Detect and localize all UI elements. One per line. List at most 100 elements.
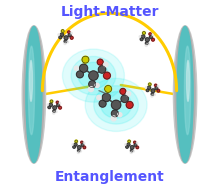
Circle shape xyxy=(95,83,99,88)
Circle shape xyxy=(130,152,132,153)
Circle shape xyxy=(151,95,153,97)
Circle shape xyxy=(111,110,118,117)
Circle shape xyxy=(68,34,71,37)
Circle shape xyxy=(143,32,145,34)
Circle shape xyxy=(79,64,88,72)
Circle shape xyxy=(157,85,159,87)
Ellipse shape xyxy=(26,26,42,163)
Ellipse shape xyxy=(78,62,109,89)
Circle shape xyxy=(89,81,96,88)
Circle shape xyxy=(81,141,83,143)
Circle shape xyxy=(70,36,73,39)
Circle shape xyxy=(73,146,75,148)
Circle shape xyxy=(59,102,60,104)
Circle shape xyxy=(70,32,72,34)
Circle shape xyxy=(127,143,130,146)
Circle shape xyxy=(118,113,122,117)
Ellipse shape xyxy=(187,60,189,101)
Circle shape xyxy=(56,101,58,104)
Circle shape xyxy=(64,40,67,43)
Ellipse shape xyxy=(184,46,191,135)
Circle shape xyxy=(48,106,51,109)
Circle shape xyxy=(139,36,141,37)
Ellipse shape xyxy=(177,26,193,163)
Circle shape xyxy=(64,43,66,44)
Circle shape xyxy=(50,100,53,103)
Circle shape xyxy=(80,150,81,152)
Circle shape xyxy=(125,144,126,145)
Ellipse shape xyxy=(94,86,138,124)
Circle shape xyxy=(130,146,134,149)
Circle shape xyxy=(83,142,85,144)
Circle shape xyxy=(88,87,94,92)
Circle shape xyxy=(60,33,64,36)
Circle shape xyxy=(58,34,60,36)
Circle shape xyxy=(141,35,145,38)
Circle shape xyxy=(98,66,106,73)
Circle shape xyxy=(59,106,62,109)
Text: Light-Matter: Light-Matter xyxy=(60,5,159,19)
Circle shape xyxy=(53,106,57,110)
Ellipse shape xyxy=(173,26,197,163)
Circle shape xyxy=(74,66,78,70)
Circle shape xyxy=(126,101,133,108)
Circle shape xyxy=(134,144,137,146)
Circle shape xyxy=(111,116,116,121)
Circle shape xyxy=(75,140,78,143)
Circle shape xyxy=(78,149,80,152)
Circle shape xyxy=(149,33,151,35)
Circle shape xyxy=(64,36,68,40)
Circle shape xyxy=(136,142,138,144)
Circle shape xyxy=(111,100,121,110)
Circle shape xyxy=(83,146,86,149)
Circle shape xyxy=(136,146,139,149)
Circle shape xyxy=(81,144,84,146)
Circle shape xyxy=(104,62,108,67)
Circle shape xyxy=(154,94,155,95)
Circle shape xyxy=(155,87,158,90)
Circle shape xyxy=(154,84,157,87)
Circle shape xyxy=(148,83,151,86)
Circle shape xyxy=(49,103,52,106)
Circle shape xyxy=(53,110,56,112)
Circle shape xyxy=(145,87,147,89)
Circle shape xyxy=(67,41,69,43)
Circle shape xyxy=(97,59,103,65)
Circle shape xyxy=(130,149,133,152)
Circle shape xyxy=(149,36,152,39)
Circle shape xyxy=(126,146,128,148)
Circle shape xyxy=(148,43,150,45)
Circle shape xyxy=(61,30,64,33)
Circle shape xyxy=(102,94,110,101)
Circle shape xyxy=(72,144,74,145)
Ellipse shape xyxy=(30,60,32,101)
Circle shape xyxy=(145,38,149,42)
Circle shape xyxy=(59,36,62,39)
Ellipse shape xyxy=(101,92,132,118)
Circle shape xyxy=(68,31,70,33)
Circle shape xyxy=(74,143,77,146)
Circle shape xyxy=(157,89,160,92)
Circle shape xyxy=(134,141,136,143)
Ellipse shape xyxy=(85,78,147,131)
Circle shape xyxy=(121,95,128,102)
Circle shape xyxy=(151,89,155,93)
Circle shape xyxy=(89,71,98,80)
Circle shape xyxy=(104,72,110,79)
Circle shape xyxy=(120,88,126,94)
Circle shape xyxy=(152,38,154,41)
Circle shape xyxy=(105,85,111,92)
Text: Entanglement: Entanglement xyxy=(55,170,164,184)
Circle shape xyxy=(146,89,149,92)
Circle shape xyxy=(78,146,81,149)
Circle shape xyxy=(147,86,151,89)
Circle shape xyxy=(47,104,49,106)
Ellipse shape xyxy=(175,26,195,163)
Ellipse shape xyxy=(24,26,44,163)
Circle shape xyxy=(82,56,89,63)
Circle shape xyxy=(151,93,154,95)
Ellipse shape xyxy=(62,49,124,102)
Circle shape xyxy=(133,150,134,152)
Circle shape xyxy=(76,71,83,78)
Circle shape xyxy=(145,44,147,46)
